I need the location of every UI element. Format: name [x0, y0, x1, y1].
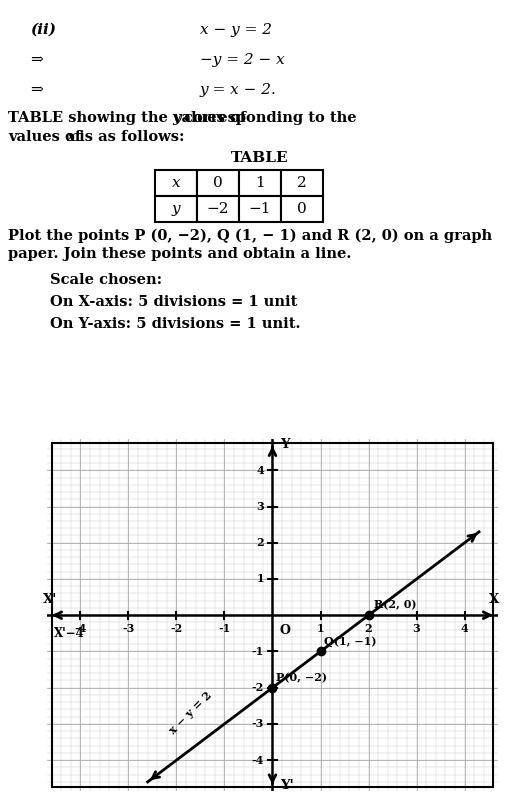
Text: X'−4: X'−4 — [54, 627, 85, 640]
Bar — [239, 197, 281, 222]
Text: x − y = 2: x − y = 2 — [200, 23, 272, 37]
Text: 2: 2 — [365, 623, 372, 634]
Bar — [197, 197, 239, 222]
Text: On Y-axis: 5 divisions = 1 unit.: On Y-axis: 5 divisions = 1 unit. — [50, 317, 301, 332]
Text: 2: 2 — [256, 537, 264, 548]
Text: values of: values of — [8, 130, 86, 144]
Text: Plot the points P (0, −2), Q (1, − 1) and R (2, 0) on a graph: Plot the points P (0, −2), Q (1, − 1) an… — [8, 229, 492, 243]
Bar — [197, 170, 239, 197]
Text: y = x − 2.: y = x − 2. — [200, 83, 277, 97]
Text: corresponding to the: corresponding to the — [179, 111, 357, 125]
Bar — [239, 170, 281, 197]
Text: X': X' — [44, 593, 58, 606]
Text: is as follows:: is as follows: — [74, 130, 184, 144]
Text: Y: Y — [280, 439, 289, 451]
Text: -3: -3 — [251, 718, 264, 729]
Text: -1: -1 — [218, 623, 230, 634]
Text: -1: -1 — [252, 646, 264, 657]
Text: -4: -4 — [251, 755, 264, 765]
Text: 1: 1 — [255, 177, 265, 190]
Text: x: x — [66, 130, 75, 144]
Bar — [281, 197, 323, 222]
Text: 3: 3 — [413, 623, 420, 634]
Text: 2: 2 — [297, 177, 307, 190]
Bar — [155, 197, 197, 222]
Text: −y = 2 − x: −y = 2 − x — [200, 53, 285, 67]
Text: Q(1, −1): Q(1, −1) — [324, 636, 377, 647]
Text: TABLE: TABLE — [230, 151, 289, 165]
Text: y: y — [172, 111, 180, 125]
Text: (ii): (ii) — [30, 23, 56, 37]
Text: On X-axis: 5 divisions = 1 unit: On X-axis: 5 divisions = 1 unit — [50, 296, 297, 309]
Text: O: O — [280, 624, 291, 638]
Bar — [281, 170, 323, 197]
Text: -4: -4 — [74, 623, 87, 634]
Text: 4: 4 — [461, 623, 469, 634]
Text: TABLE showing the values of: TABLE showing the values of — [8, 111, 251, 125]
Text: paper. Join these points and obtain a line.: paper. Join these points and obtain a li… — [8, 247, 351, 261]
Text: -2: -2 — [170, 623, 183, 634]
Text: -3: -3 — [122, 623, 134, 634]
Text: x − y = 2: x − y = 2 — [168, 690, 214, 736]
Text: 3: 3 — [256, 501, 264, 512]
Text: R(2, 0): R(2, 0) — [374, 600, 417, 610]
Bar — [155, 170, 197, 197]
Text: 4: 4 — [256, 465, 264, 475]
Text: P(0, −2): P(0, −2) — [276, 672, 327, 683]
Text: 0: 0 — [297, 202, 307, 217]
Text: y: y — [172, 202, 180, 217]
Text: -2: -2 — [252, 682, 264, 694]
Text: X: X — [489, 593, 499, 606]
Text: ⇒: ⇒ — [30, 83, 43, 97]
Text: Scale chosen:: Scale chosen: — [50, 273, 162, 288]
Text: −1: −1 — [249, 202, 271, 217]
Text: −2: −2 — [207, 202, 229, 217]
Text: x: x — [172, 177, 180, 190]
Text: Y': Y' — [280, 779, 293, 792]
Text: 1: 1 — [256, 574, 264, 585]
Text: ⇒: ⇒ — [30, 53, 43, 67]
Text: 0: 0 — [213, 177, 223, 190]
Text: 1: 1 — [317, 623, 324, 634]
